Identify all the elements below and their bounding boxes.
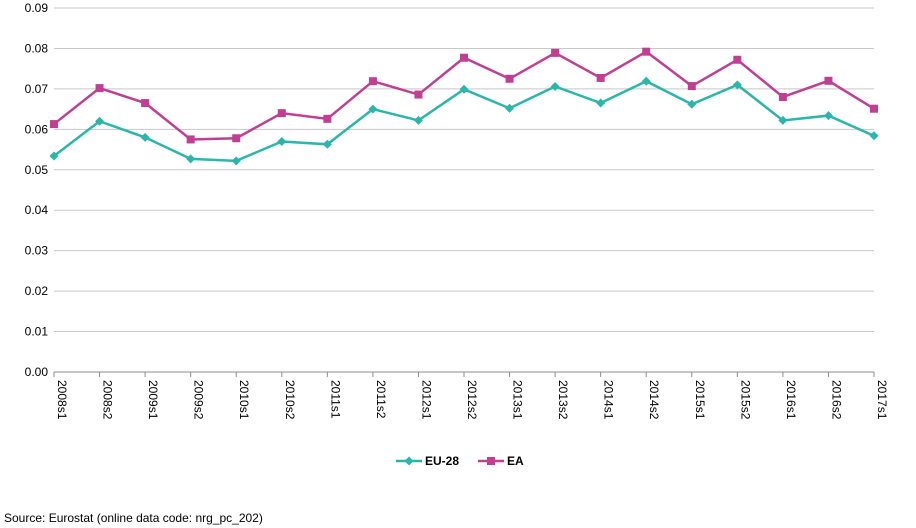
x-tick-label: 2012s2 xyxy=(465,380,479,420)
data-point xyxy=(505,103,515,113)
data-point xyxy=(642,47,651,56)
data-point xyxy=(687,99,697,109)
x-tick-label: 2017s1 xyxy=(875,380,889,420)
data-point xyxy=(49,151,59,161)
x-tick-label: 2011s1 xyxy=(328,380,342,419)
y-tick-label: 0.05 xyxy=(25,163,49,177)
data-point xyxy=(596,73,605,82)
y-tick-label: 0.07 xyxy=(25,82,49,96)
data-point xyxy=(231,156,241,166)
data-point xyxy=(687,82,696,91)
data-point xyxy=(186,135,195,144)
x-tick-label: 2008s2 xyxy=(101,380,115,420)
data-point xyxy=(322,139,332,149)
x-tick-label: 2014s1 xyxy=(602,380,616,420)
data-point xyxy=(413,115,423,125)
data-point xyxy=(823,111,833,121)
series-ea xyxy=(50,47,878,144)
x-tick-label: 2014s2 xyxy=(647,380,661,420)
data-point xyxy=(186,154,196,164)
x-tick-label: 2008s1 xyxy=(55,380,69,420)
y-tick-label: 0.01 xyxy=(25,325,49,339)
data-point xyxy=(778,115,788,125)
y-tick-label: 0.09 xyxy=(25,1,49,15)
y-tick-label: 0.03 xyxy=(25,244,49,258)
x-tick-label: 2012s1 xyxy=(419,380,433,420)
data-point xyxy=(505,74,514,83)
x-tick-label: 2013s1 xyxy=(511,380,525,420)
y-tick-label: 0.02 xyxy=(25,284,49,298)
data-point xyxy=(50,120,58,129)
data-point xyxy=(141,99,150,108)
x-tick-label: 2011s2 xyxy=(374,380,388,419)
data-point xyxy=(732,80,742,90)
data-point xyxy=(459,84,469,94)
series-lines xyxy=(49,47,879,166)
data-point xyxy=(733,55,742,64)
y-tick-label: 0.04 xyxy=(25,203,49,217)
data-point xyxy=(596,98,606,108)
data-point xyxy=(551,48,560,57)
data-point xyxy=(140,132,150,142)
gridlines xyxy=(54,7,874,333)
x-tick-label: 2013s2 xyxy=(556,380,570,420)
legend: EU-28 EA xyxy=(396,454,524,468)
data-point xyxy=(869,131,879,141)
data-point xyxy=(277,109,286,118)
data-point xyxy=(460,53,468,62)
y-axis-ticks: 0.00 0.01 0.02 0.03 0.04 0.05 0.06 0.07 0.08 0.09 xyxy=(25,1,49,379)
series-eu-28 xyxy=(49,76,879,166)
x-tick-label: 2009s1 xyxy=(146,380,160,420)
x-tick-label: 2009s2 xyxy=(192,380,206,420)
source-note: Source: Eurostat (online data code: nrg_… xyxy=(4,511,263,525)
data-point xyxy=(232,134,241,143)
x-tick-label: 2016s1 xyxy=(784,380,798,420)
data-point xyxy=(323,114,332,123)
data-point xyxy=(641,76,651,86)
data-point xyxy=(824,76,833,85)
legend-item: EA xyxy=(478,454,524,468)
legend-item: EU-28 xyxy=(396,454,459,468)
data-point xyxy=(778,92,787,101)
legend-label: EU-28 xyxy=(425,454,459,468)
y-tick-label: 0.06 xyxy=(25,122,49,136)
data-point xyxy=(95,116,105,126)
x-tick-label: 2010s1 xyxy=(237,380,251,420)
y-tick-label: 0.00 xyxy=(25,365,49,379)
data-point xyxy=(368,104,378,114)
y-tick-label: 0.08 xyxy=(25,41,49,55)
x-tick-label: 2015s2 xyxy=(738,380,752,420)
data-point xyxy=(95,84,104,93)
legend-marker xyxy=(487,457,495,465)
data-point xyxy=(368,77,377,86)
x-tick-label: 2010s2 xyxy=(283,380,297,420)
data-point xyxy=(414,90,423,99)
data-point xyxy=(277,136,287,146)
data-point xyxy=(870,104,878,113)
data-point xyxy=(550,81,560,91)
x-tick-label: 2015s1 xyxy=(693,380,707,420)
legend-marker xyxy=(404,456,414,466)
legend-label: EA xyxy=(507,454,524,468)
x-tick-label: 2016s2 xyxy=(829,380,843,420)
x-axis: 2008s1 2008s2 2009s1 2009s2 2010s1 2010s2 2011… xyxy=(53,371,889,420)
